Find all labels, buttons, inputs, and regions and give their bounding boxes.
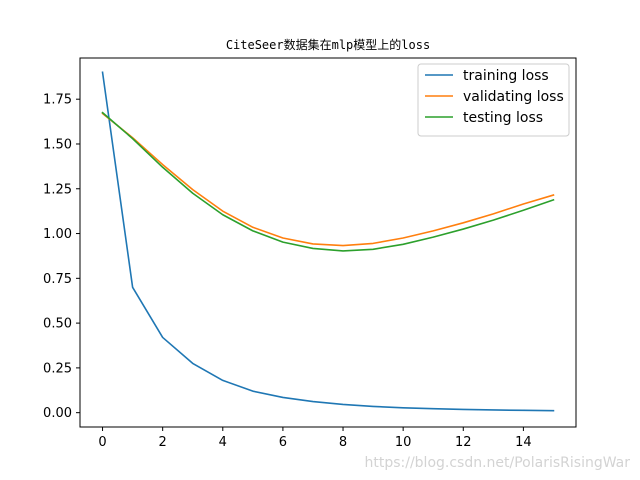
series-line-testing-loss — [101, 111, 555, 252]
x-tick-label: 12 — [455, 435, 472, 450]
y-tick-label: 1.75 — [43, 93, 72, 108]
series-line-validating-loss — [101, 112, 555, 247]
x-tick-label: 14 — [515, 435, 532, 450]
x-tick-label: 6 — [279, 435, 287, 450]
y-tick-label: 0.75 — [43, 272, 72, 287]
x-tick-label: 8 — [339, 435, 347, 450]
legend-box — [417, 63, 570, 137]
legend-label: validating loss — [463, 89, 564, 105]
watermark-text: https://blog.csdn.net/PolarisRisingWar — [364, 455, 630, 471]
y-tick-label: 1.50 — [43, 137, 72, 152]
y-tick-label: 1.00 — [43, 227, 72, 242]
legend: training loss validating loss testing loss — [417, 63, 570, 137]
y-axis: 0.00 0.25 0.50 0.75 1.00 1.25 1.50 1.75 — [43, 93, 80, 421]
y-tick-label: 0.25 — [43, 361, 72, 376]
x-axis: 0 2 4 6 8 10 12 14 — [98, 427, 532, 450]
x-tick-label: 0 — [98, 435, 106, 450]
x-tick-label: 2 — [159, 435, 167, 450]
legend-label: testing loss — [463, 110, 543, 126]
series-lines — [101, 71, 555, 412]
x-tick-label: 10 — [395, 435, 412, 450]
x-tick-label: 4 — [219, 435, 227, 450]
y-tick-label: 0.00 — [43, 406, 72, 421]
plot-area-frame — [79, 57, 577, 428]
series-line-training-loss — [101, 71, 555, 412]
y-tick-label: 0.50 — [43, 317, 72, 332]
y-tick-label: 1.25 — [43, 182, 72, 197]
chart-title: CiteSeer数据集在mlp模型上的loss — [226, 37, 430, 52]
legend-label: training loss — [463, 68, 549, 84]
